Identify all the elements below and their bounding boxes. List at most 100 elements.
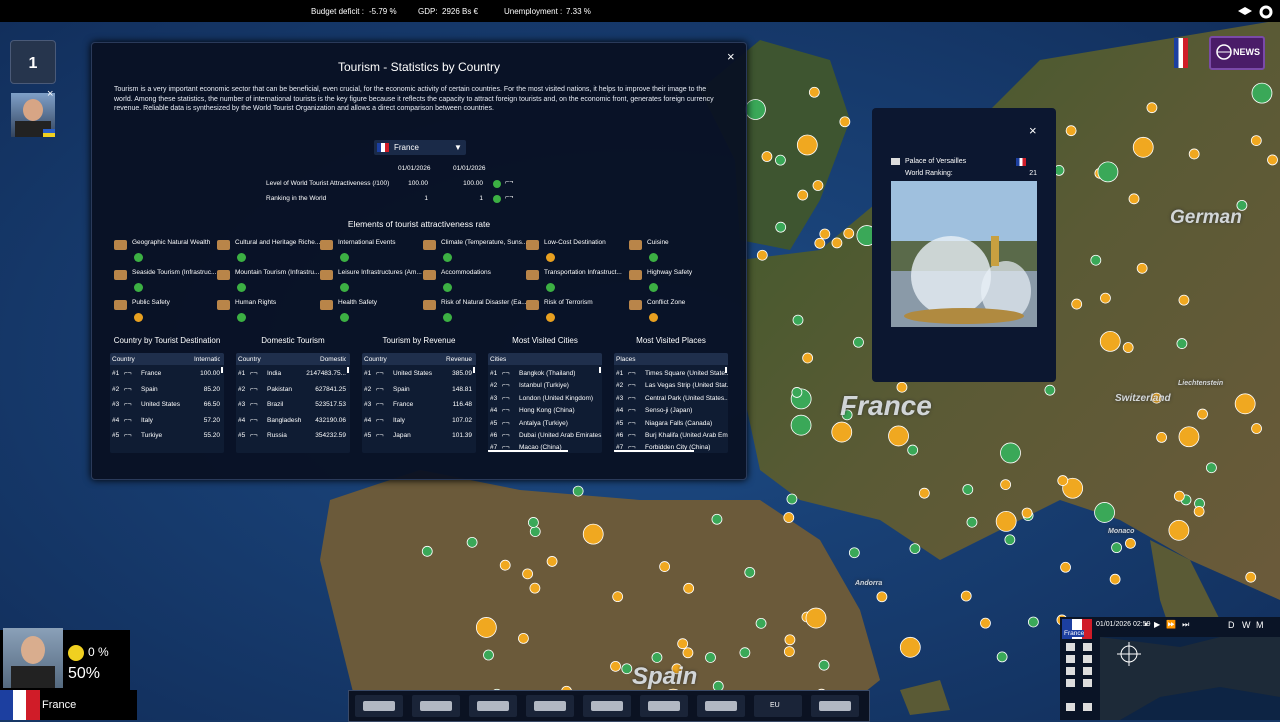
map-marker[interactable] xyxy=(744,566,756,578)
map-marker[interactable] xyxy=(1062,477,1084,499)
map-marker[interactable] xyxy=(1245,571,1257,583)
map-marker[interactable] xyxy=(841,409,853,421)
notification-badge[interactable]: 1 xyxy=(10,40,56,84)
map-marker[interactable] xyxy=(805,607,827,629)
map-marker[interactable] xyxy=(918,487,930,499)
map-marker[interactable] xyxy=(839,116,851,128)
map-marker[interactable] xyxy=(677,638,689,650)
map-marker[interactable] xyxy=(466,536,478,548)
map-marker[interactable] xyxy=(1236,199,1248,211)
map-marker[interactable] xyxy=(790,414,812,436)
speed-button[interactable]: D xyxy=(1228,620,1235,630)
map-marker[interactable] xyxy=(1060,561,1071,573)
map-marker[interactable] xyxy=(1097,161,1119,183)
map-marker[interactable] xyxy=(1099,330,1121,352)
map-marker[interactable] xyxy=(1109,573,1121,585)
map-marker[interactable] xyxy=(610,660,621,672)
map-marker[interactable] xyxy=(1206,462,1217,474)
map-marker[interactable] xyxy=(1251,82,1273,104)
map-marker[interactable] xyxy=(745,99,766,120)
map-marker[interactable] xyxy=(909,543,921,555)
map-marker[interactable] xyxy=(962,484,974,495)
map-marker[interactable] xyxy=(907,444,919,456)
map-marker[interactable] xyxy=(612,591,624,603)
map-marker[interactable] xyxy=(784,634,796,646)
map-marker[interactable] xyxy=(1027,616,1039,628)
map-marker[interactable] xyxy=(1250,135,1262,147)
map-marker[interactable] xyxy=(522,568,533,580)
toolbar-button[interactable] xyxy=(412,695,460,717)
map-marker[interactable] xyxy=(1251,423,1262,434)
map-marker[interactable] xyxy=(1151,392,1162,404)
speed-button[interactable]: W xyxy=(1242,620,1251,630)
map-marker[interactable] xyxy=(1132,136,1154,158)
map-marker[interactable] xyxy=(475,617,497,638)
map-marker[interactable] xyxy=(775,221,787,233)
map-marker[interactable] xyxy=(996,651,1008,663)
map-marker[interactable] xyxy=(1128,193,1140,205)
minimap[interactable] xyxy=(1100,637,1280,720)
map-marker[interactable] xyxy=(802,352,814,364)
map-marker[interactable] xyxy=(582,523,604,545)
map-marker[interactable] xyxy=(808,86,820,98)
map-marker[interactable] xyxy=(651,652,663,663)
map-marker[interactable] xyxy=(896,381,908,393)
map-marker[interactable] xyxy=(812,180,824,191)
map-marker[interactable] xyxy=(671,663,683,675)
map-marker[interactable] xyxy=(499,559,511,571)
map-marker[interactable] xyxy=(783,646,795,657)
map-marker[interactable] xyxy=(796,134,818,156)
map-marker[interactable] xyxy=(1173,490,1185,502)
toolbar-button[interactable] xyxy=(697,695,745,717)
map-marker[interactable] xyxy=(814,237,826,249)
minimap-tools[interactable] xyxy=(1062,641,1098,720)
map-marker[interactable] xyxy=(1122,342,1134,353)
map-marker[interactable] xyxy=(1267,154,1278,166)
leader-country[interactable]: France xyxy=(0,690,137,720)
map-marker[interactable] xyxy=(1111,542,1122,554)
map-marker[interactable] xyxy=(1125,537,1136,549)
map-marker[interactable] xyxy=(755,617,767,629)
toolbar-button[interactable] xyxy=(355,695,403,717)
map-marker[interactable] xyxy=(1136,262,1148,274)
map-marker[interactable] xyxy=(980,617,991,629)
advisor-portrait[interactable] xyxy=(11,93,55,137)
map-marker[interactable] xyxy=(876,591,888,603)
map-marker[interactable] xyxy=(819,228,831,240)
map-marker[interactable] xyxy=(659,561,671,572)
toolbar-button[interactable] xyxy=(526,695,574,717)
toolbar-button[interactable] xyxy=(583,695,631,717)
settings-icons[interactable] xyxy=(1236,4,1276,20)
map-marker[interactable] xyxy=(1021,507,1033,519)
map-marker[interactable] xyxy=(1188,148,1200,160)
map-marker[interactable] xyxy=(966,516,978,528)
map-marker[interactable] xyxy=(682,647,694,659)
close-popup[interactable]: × xyxy=(1029,123,1037,138)
minimap-flag[interactable]: France xyxy=(1062,619,1092,639)
toolbar-button[interactable] xyxy=(469,695,517,717)
map-marker[interactable] xyxy=(1168,519,1190,541)
map-marker[interactable] xyxy=(421,545,433,557)
map-marker[interactable] xyxy=(518,632,529,644)
map-marker[interactable] xyxy=(621,663,633,675)
map-marker[interactable] xyxy=(791,387,803,398)
map-marker[interactable] xyxy=(888,425,909,447)
map-marker[interactable] xyxy=(1000,442,1021,464)
map-marker[interactable] xyxy=(786,493,798,505)
leader-portrait[interactable] xyxy=(3,628,63,688)
map-marker[interactable] xyxy=(1057,475,1069,486)
news-button[interactable]: NEWS xyxy=(1209,36,1265,70)
country-flag[interactable] xyxy=(1174,38,1188,68)
map-marker[interactable] xyxy=(818,659,830,671)
map-marker[interactable] xyxy=(843,227,855,239)
map-marker[interactable] xyxy=(483,649,494,661)
map-marker[interactable] xyxy=(960,590,972,602)
country-selector[interactable]: France ▼ xyxy=(374,140,466,155)
map-marker[interactable] xyxy=(705,652,716,663)
map-marker[interactable] xyxy=(1044,384,1056,396)
toolbar-button[interactable] xyxy=(811,695,859,717)
map-marker[interactable] xyxy=(1234,393,1256,415)
map-marker[interactable] xyxy=(792,314,804,326)
map-marker[interactable] xyxy=(711,513,723,525)
map-marker[interactable] xyxy=(1071,298,1083,310)
